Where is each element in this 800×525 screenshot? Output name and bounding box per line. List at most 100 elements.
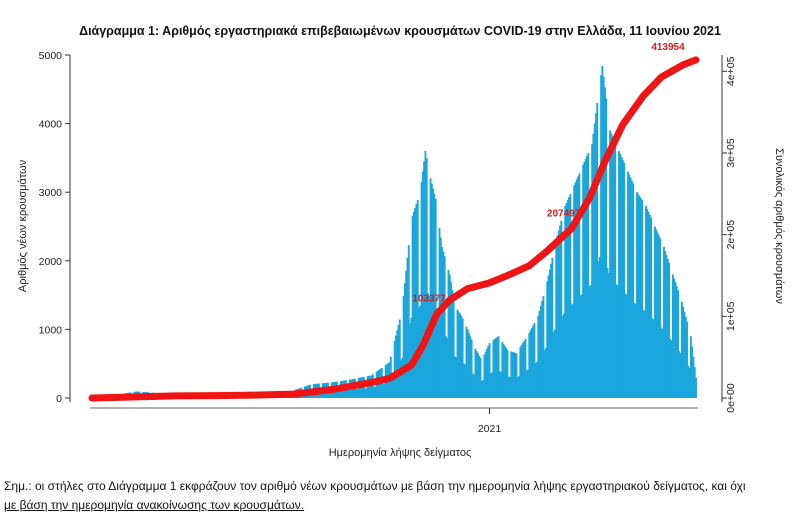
bar (355, 389, 358, 398)
bar (639, 198, 642, 398)
bar (662, 247, 665, 398)
bar (411, 215, 414, 398)
bar (524, 339, 527, 398)
bar (346, 389, 349, 398)
bar (574, 182, 577, 398)
bar (436, 312, 438, 398)
bar (686, 321, 688, 398)
bar (671, 274, 674, 398)
y2-tick-label: 2e+05 (725, 220, 737, 250)
bar (586, 155, 588, 398)
bar (471, 373, 474, 398)
bar (498, 371, 501, 398)
x-tick-label: 2021 (478, 423, 502, 435)
bar (583, 161, 586, 398)
y2-tick-label: 0e+00 (725, 383, 737, 413)
bar (398, 319, 401, 398)
bar (320, 391, 323, 398)
bar (455, 357, 458, 398)
bar (546, 281, 549, 398)
bar (382, 384, 385, 398)
bar (452, 297, 455, 398)
bar (636, 192, 638, 398)
bar (604, 87, 606, 398)
bar (433, 193, 436, 398)
cumulative-line (88, 56, 700, 402)
bar (624, 293, 627, 398)
bar (573, 185, 576, 398)
y-tick-label: 2000 (39, 256, 63, 268)
bar (553, 329, 556, 398)
bar (370, 375, 373, 398)
bar (532, 325, 535, 398)
bar (503, 346, 506, 398)
bar (509, 376, 511, 398)
bar (596, 103, 599, 399)
y-tick-label: 3000 (39, 187, 63, 199)
bar (569, 194, 572, 398)
bar (557, 230, 560, 398)
bar (587, 153, 590, 398)
bar (523, 341, 526, 398)
bar (543, 349, 546, 398)
bar (537, 315, 540, 398)
chart-area: 0 1000 2000 3000 4000 5000 0e+00 1e+05 2e+05 3e+0… (17, 42, 785, 459)
bar (657, 235, 660, 398)
bar (319, 391, 322, 398)
bar (545, 347, 547, 398)
bar (646, 208, 649, 398)
bar (383, 383, 386, 398)
bar (466, 329, 469, 398)
bar (437, 317, 440, 398)
bar (570, 304, 573, 398)
bar (600, 75, 603, 398)
bar (673, 278, 676, 398)
bar (506, 349, 509, 398)
bar (651, 318, 654, 398)
bar (484, 351, 487, 398)
bar (592, 133, 595, 398)
chart-title: Διάγραμμα 1: Αριθμός εργαστηριακά επιβεβ… (79, 24, 721, 38)
bar (612, 139, 615, 398)
bar (515, 353, 518, 398)
bar (659, 238, 662, 398)
bar (536, 362, 538, 398)
bar (347, 389, 350, 398)
bar (356, 389, 359, 398)
y-tick-label: 0 (56, 393, 62, 405)
y2-tick-label: 1e+05 (725, 301, 737, 331)
bar (647, 211, 650, 398)
bar (597, 261, 600, 398)
bar (428, 296, 431, 398)
bar (588, 286, 591, 398)
bar (643, 310, 646, 398)
bar (412, 211, 415, 398)
bar (391, 377, 394, 398)
bar (403, 283, 406, 398)
bar (691, 346, 694, 398)
bar (660, 327, 663, 398)
y-tick-label: 4000 (39, 119, 63, 131)
bar (689, 336, 692, 398)
bar (607, 272, 610, 398)
bars-layer (96, 65, 697, 399)
bar (446, 338, 449, 398)
bar (538, 310, 541, 398)
bar (500, 371, 503, 398)
bar (396, 330, 399, 398)
bar (486, 348, 488, 398)
bar (568, 197, 570, 398)
bar (595, 113, 597, 398)
bar (539, 305, 542, 398)
bar (552, 332, 555, 398)
bar (547, 275, 550, 398)
bar (468, 332, 470, 398)
bar (394, 335, 397, 398)
bar (530, 327, 533, 398)
footnote-lead: Σημ.: οι στήλες στο Διάγραμμα 1 εκφράζου… (4, 479, 746, 493)
bar (397, 324, 400, 398)
bar (634, 304, 637, 398)
bar (329, 391, 332, 398)
bar (405, 270, 408, 398)
bar (427, 293, 429, 398)
